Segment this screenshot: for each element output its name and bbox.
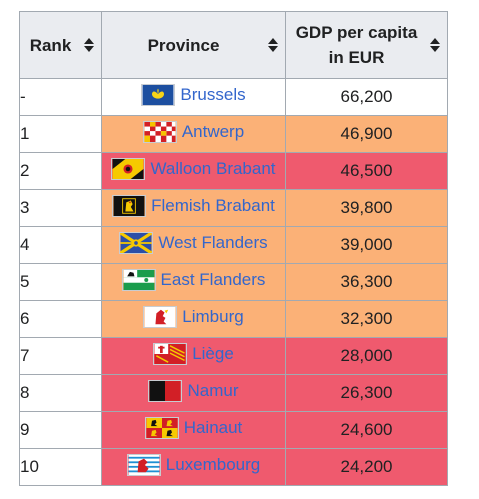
province-cell: Namur [101, 374, 286, 412]
rank-cell: 6 [19, 300, 102, 338]
province-link[interactable]: Luxembourg [165, 454, 261, 474]
province-cell: West Flanders [101, 226, 286, 264]
brussels-flag-icon[interactable] [141, 83, 176, 106]
table-row: 7 Liège 28,000 [19, 337, 448, 375]
table-row: 5 East Flanders 36,300 [19, 263, 448, 301]
table-row: 10 Luxembourg 24,200 [19, 448, 448, 486]
gdp-cell: 46,900 [285, 115, 448, 153]
table-row: 9 Hainaut 24,600 [19, 411, 448, 449]
rank-cell: 9 [19, 411, 102, 449]
table-row: 4 West Flanders 39,000 [19, 226, 448, 264]
province-link[interactable]: Namur [187, 380, 239, 400]
rank-cell: 5 [19, 263, 102, 301]
luxembourg-flag-icon[interactable] [126, 453, 161, 476]
rank-cell: 8 [19, 374, 102, 412]
gdp-table: Rank Province GDP per capita in EUR [19, 11, 448, 486]
province-link[interactable]: Liège [192, 343, 234, 363]
gdp-column-header[interactable]: GDP per capita in EUR [285, 11, 448, 79]
rank-cell: 2 [19, 152, 102, 190]
table-row: 1 Antwerp 46,900 [19, 115, 448, 153]
province-cell: Flemish Brabant [101, 189, 286, 227]
sort-icon[interactable] [265, 38, 281, 52]
province-link[interactable]: Walloon Brabant [150, 158, 276, 178]
rank-cell: - [19, 78, 102, 116]
antwerp-flag-icon[interactable] [142, 120, 177, 143]
walloon-brabant-flag-icon[interactable] [111, 157, 146, 180]
gdp-cell: 32,300 [285, 300, 448, 338]
limburg-flag-icon[interactable] [143, 305, 178, 328]
province-link[interactable]: West Flanders [158, 232, 268, 252]
province-column-header[interactable]: Province [101, 11, 286, 79]
province-cell: East Flanders [101, 263, 286, 301]
gdp-cell: 39,000 [285, 226, 448, 264]
rank-header-label: Rank [29, 35, 72, 55]
sort-icon[interactable] [81, 38, 97, 52]
gdp-cell: 24,600 [285, 411, 448, 449]
rank-cell: 7 [19, 337, 102, 375]
province-link[interactable]: Hainaut [183, 417, 243, 437]
province-link[interactable]: East Flanders [160, 269, 266, 289]
liege-flag-icon[interactable] [153, 342, 188, 365]
table-row: 6 Limburg 32,300 [19, 300, 448, 338]
table-row: 8 Namur 26,300 [19, 374, 448, 412]
table-body: - Brussels 66,200 1 Antwerp 46,900 2 Walloon Br… [19, 78, 448, 486]
header-row: Rank Province GDP per capita in EUR [19, 11, 448, 79]
east-flanders-flag-icon[interactable] [121, 268, 156, 291]
province-header-label: Province [147, 35, 220, 55]
gdp-cell: 46,500 [285, 152, 448, 190]
province-link[interactable]: Brussels [180, 84, 246, 104]
namur-flag-icon[interactable] [148, 379, 183, 402]
province-cell: Hainaut [101, 411, 286, 449]
hainaut-flag-icon[interactable] [144, 416, 179, 439]
gdp-cell: 39,800 [285, 189, 448, 227]
west-flanders-flag-icon[interactable] [119, 231, 154, 254]
gdp-header-line-1: GDP per capita [295, 23, 418, 42]
rank-cell: 1 [19, 115, 102, 153]
rank-cell: 3 [19, 189, 102, 227]
sort-icon[interactable] [427, 38, 443, 52]
table-row: 2 Walloon Brabant 46,500 [19, 152, 448, 190]
province-cell: Antwerp [101, 115, 286, 153]
table-row: - Brussels 66,200 [19, 78, 448, 116]
province-link[interactable]: Antwerp [181, 121, 245, 141]
gdp-cell: 66,200 [285, 78, 448, 116]
gdp-cell: 36,300 [285, 263, 448, 301]
rank-column-header[interactable]: Rank [19, 11, 102, 79]
table-row: 3 Flemish Brabant 39,800 [19, 189, 448, 227]
gdp-cell: 26,300 [285, 374, 448, 412]
province-cell: Brussels [101, 78, 286, 116]
gdp-header-line-2: in EUR [328, 48, 385, 67]
gdp-cell: 28,000 [285, 337, 448, 375]
province-cell: Walloon Brabant [101, 152, 286, 190]
province-cell: Limburg [101, 300, 286, 338]
province-link[interactable]: Limburg [182, 306, 244, 326]
province-link[interactable]: Flemish Brabant [151, 195, 275, 215]
rank-cell: 10 [19, 448, 102, 486]
gdp-header-label: GDP per capita in EUR [286, 20, 427, 70]
province-cell: Liège [101, 337, 286, 375]
flemish-brabant-flag-icon[interactable] [112, 194, 147, 217]
province-cell: Luxembourg [101, 448, 286, 486]
gdp-cell: 24,200 [285, 448, 448, 486]
rank-cell: 4 [19, 226, 102, 264]
